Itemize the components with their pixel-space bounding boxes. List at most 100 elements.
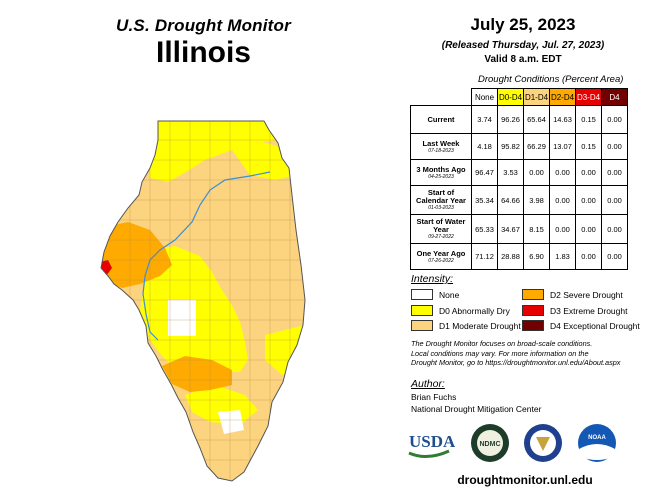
table-cell: 0.00 [601,133,628,160]
row-label: Start of Water Year [416,217,466,234]
table-cell: 0.00 [601,243,628,270]
usda-logo: USDA [408,432,456,458]
table-row: Start of Calendar Year 01-03-2023 35.34 64.… [410,185,628,215]
legend-swatch [522,289,544,300]
table-cell: 65.64 [523,105,550,134]
table-cell: 0.00 [549,185,576,215]
row-header: Start of Water Year 09-27-2022 [410,214,472,244]
ndmc-logo-text: NDMC [480,441,501,448]
table-cell: 95.82 [497,133,524,160]
legend-label: D0 Abnormally Dry [439,305,510,316]
agency-logos: USDA NDMC NOAA [408,424,616,462]
table-cell: 3.53 [497,159,524,186]
date-title: July 25, 2023 [470,15,576,34]
map-title-block: U.S. Drought Monitor Illinois [96,16,311,70]
column-header: D4 [601,88,628,106]
legend-swatch [411,289,433,300]
ndmc-logo: NDMC [471,424,509,462]
table-header-row: None D0-D4 D1-D4 D2-D4 D3-D4 D4 [411,88,628,106]
legend-item-d2: D2 Severe Drought [522,289,623,300]
column-header: D0-D4 [497,88,524,106]
author-title: Author: [411,378,445,390]
row-header: Start of Calendar Year 01-03-2023 [410,185,472,215]
column-header: D1-D4 [523,88,550,106]
table-cell: 71.12 [471,243,498,270]
column-header: D2-D4 [549,88,576,106]
table-cell: 0.15 [575,133,602,160]
right-header: July 25, 2023 (Released Thursday, Jul. 2… [405,15,641,65]
table-cell: 13.07 [549,133,576,160]
state-title: Illinois [155,36,251,69]
legend-label: D4 Exceptional Drought [550,320,640,331]
note-line: Drought Monitor, go to https://droughtmo… [411,358,621,367]
row-date: 07-18-2023 [428,147,454,154]
table-cell: 0.00 [601,105,628,134]
note-line: The Drought Monitor focuses on broad-sca… [411,339,593,348]
legend-label: None [439,289,460,300]
table-cell: 28.88 [497,243,524,270]
table-cell: 3.98 [523,185,550,215]
table-cell: 3.74 [471,105,498,134]
row-label: One Year Ago [416,248,466,258]
legend-swatch [411,305,433,316]
valid-time: Valid 8 a.m. EDT [484,54,562,65]
legend-item-d4: D4 Exceptional Drought [522,320,640,331]
table-row: One Year Ago 07-26-2022 71.12 28.88 6.90 1.83… [410,243,628,270]
author-org: National Drought Mitigation Center [411,404,542,414]
disclaimer-note: The Drought Monitor focuses on broad-sca… [411,339,643,368]
legend-item-none: None [411,289,459,300]
table-cell: 8.15 [523,214,550,244]
table-cell: 34.67 [497,214,524,244]
table-cell: 4.18 [471,133,498,160]
table-cell: 0.00 [601,214,628,244]
legend-swatch [522,305,544,316]
row-date: 09-27-2022 [428,234,454,240]
table-cell: 96.26 [497,105,524,134]
table-cell: 66.29 [523,133,550,160]
table-cell: 0.00 [549,159,576,186]
legend-item-d1: D1 Moderate Drought [411,320,521,331]
row-header: Current [410,105,472,134]
author-name: Brian Fuchs [411,392,457,402]
legend-title: Intensity: [411,273,454,285]
table-cell: 0.00 [575,243,602,270]
illinois-drought-map [100,120,306,482]
table-cell: 6.90 [523,243,550,270]
table-row: Last Week 07-18-2023 4.18 95.82 66.29 13.07 0.… [410,133,628,160]
table-row: 3 Months Ago 04-25-2023 96.47 3.53 0.00 0.00 0… [410,159,628,186]
legend-swatch [522,320,544,331]
doc-seal-logo [524,424,562,462]
note-line: Local conditions may vary. For more info… [411,348,589,358]
legend-label: D1 Moderate Drought [439,320,521,331]
row-label: Start of Calendar Year [416,188,466,205]
row-label: Current [427,114,455,124]
table-row: Start of Water Year 09-27-2022 65.33 34.67 8… [410,214,628,244]
table-cell: 0.00 [549,214,576,244]
table-cell: 1.83 [549,243,576,270]
table-cell: 0.00 [601,185,628,215]
table-cell: 96.47 [471,159,498,186]
row-date: 01-03-2023 [428,205,454,211]
table-caption: Drought Conditions (Percent Area) [478,74,624,85]
row-header: Last Week 07-18-2023 [410,133,472,160]
header-blank-cell [411,89,472,106]
table-row: Current 3.74 96.26 65.64 14.63 0.15 0.00 [410,105,628,134]
legend-item-d0: D0 Abnormally Dry [411,305,510,316]
legend-item-d3: D3 Extreme Drought [522,305,627,316]
table-cell: 0.00 [523,159,550,186]
column-header: None [471,88,498,106]
table-cell: 64.66 [497,185,524,215]
row-date: 07-26-2022 [428,257,454,264]
table-cell: 0.00 [575,214,602,244]
website-link[interactable]: droughtmonitor.unl.edu [457,473,593,487]
column-header: D3-D4 [575,88,602,106]
row-label: Last Week [422,138,460,148]
released-date: (Released Thursday, Jul. 27, 2023) [441,40,605,51]
table-cell: 0.00 [575,185,602,215]
table-cell: 35.34 [471,185,498,215]
row-date: 04-25-2023 [428,173,454,180]
table-cell: 0.00 [575,159,602,186]
table-cell: 0.00 [601,159,628,186]
legend-swatch [411,320,433,331]
usda-logo-text: USDA [409,432,456,451]
